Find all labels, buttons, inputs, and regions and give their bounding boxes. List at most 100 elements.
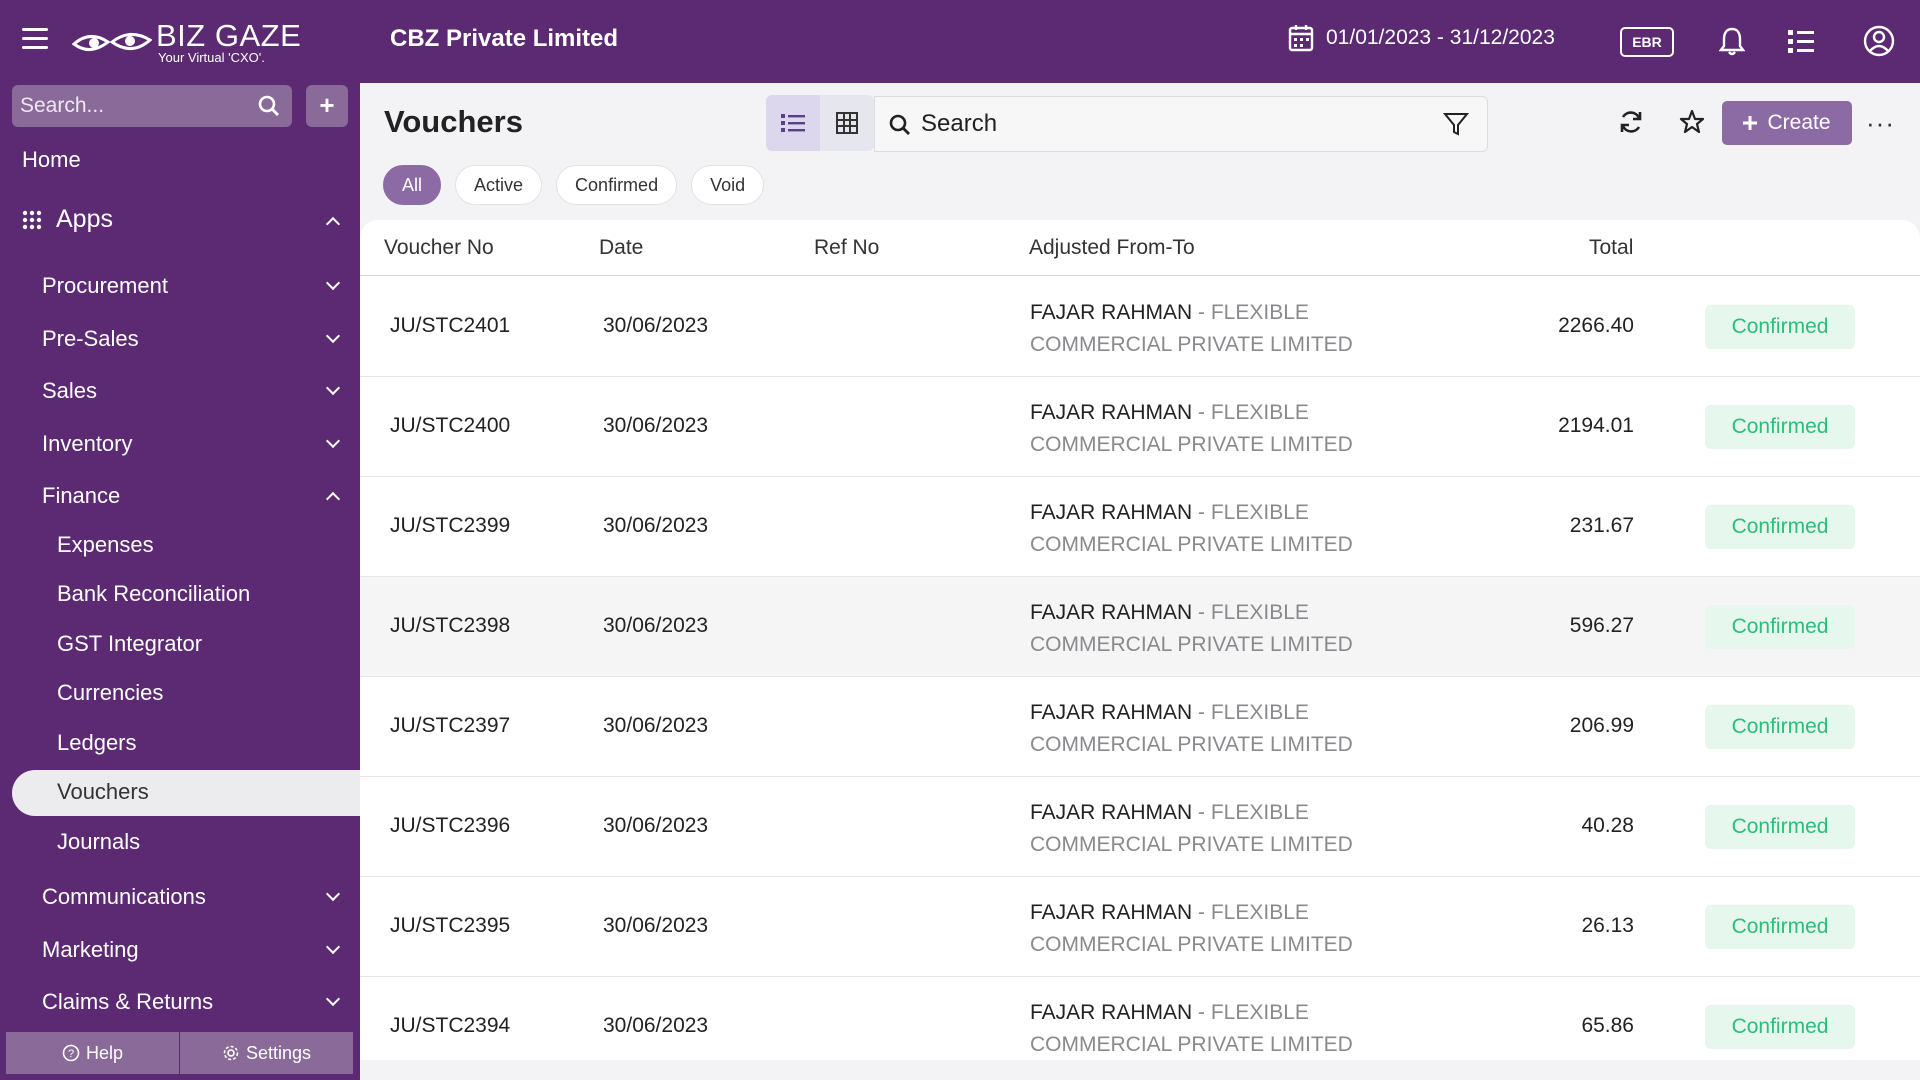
help-button[interactable]: ? Help (6, 1032, 180, 1074)
filter-chip-active[interactable]: Active (455, 165, 543, 205)
sidebar-item-marketing[interactable]: Marketing (0, 928, 360, 972)
sidebar-item-journals[interactable]: Journals (57, 829, 141, 854)
status-filters: All Active Confirmed Void (383, 165, 765, 205)
settings-button[interactable]: Settings (180, 1032, 354, 1074)
total-cell: 231.67 (1569, 514, 1634, 537)
sidebar-item-inventory[interactable]: Inventory (0, 422, 360, 466)
table-row[interactable]: JU/STC2395 30/06/2023 FAJAR RAHMAN - FLE… (360, 877, 1920, 977)
adjusted-cell: FAJAR RAHMAN - FLEXIBLE COMMERCIAL PRIVAT… (1030, 301, 1353, 356)
sidebar-item-ledgers[interactable]: Ledgers (57, 730, 137, 755)
status-badge: Confirmed (1705, 605, 1855, 649)
column-header-adjusted[interactable]: Adjusted From-To (1029, 236, 1195, 259)
status-badge: Confirmed (1705, 505, 1855, 549)
date-cell: 30/06/2023 (603, 414, 709, 437)
gear-icon (223, 1045, 239, 1061)
column-header-total[interactable]: Total (1589, 236, 1634, 259)
adjusted-cell: FAJAR RAHMAN - FLEXIBLE COMMERCIAL PRIVAT… (1030, 401, 1353, 456)
create-button[interactable]: Create (1722, 101, 1852, 145)
chevron-up-icon (325, 491, 341, 507)
list-icon[interactable] (1784, 24, 1818, 58)
sidebar-item-gst-integrator[interactable]: GST Integrator (57, 631, 203, 656)
chevron-down-icon (325, 939, 341, 955)
logo-eyes-icon (72, 33, 152, 51)
total-cell: 65.86 (1581, 1014, 1634, 1037)
sidebar-item-finance[interactable]: Finance (0, 474, 360, 518)
sidebar-item-home[interactable]: Home (22, 147, 81, 172)
column-header-date[interactable]: Date (599, 236, 644, 259)
sidebar-item-sales[interactable]: Sales (0, 369, 360, 413)
status-badge: Confirmed (1705, 805, 1855, 849)
star-icon[interactable] (1677, 107, 1707, 137)
adjusted-cell: FAJAR RAHMAN - FLEXIBLE COMMERCIAL PRIVAT… (1030, 901, 1353, 956)
sidebar-item-pre-sales[interactable]: Pre-Sales (0, 317, 360, 361)
search-icon[interactable] (258, 95, 280, 117)
chevron-down-icon (325, 433, 341, 449)
refresh-icon[interactable] (1616, 107, 1646, 137)
chevron-up-icon[interactable] (325, 216, 341, 232)
sidebar-item-currencies[interactable]: Currencies (57, 680, 164, 705)
table-row[interactable]: JU/STC2397 30/06/2023 FAJAR RAHMAN - FLE… (360, 677, 1920, 777)
chevron-down-icon (325, 275, 341, 291)
status-badge: Confirmed (1705, 1005, 1855, 1049)
calendar-icon (1288, 25, 1314, 52)
date-range-text: 01/01/2023 - 31/12/2023 (1326, 26, 1555, 49)
adjusted-cell: FAJAR RAHMAN - FLEXIBLE COMMERCIAL PRIVAT… (1030, 801, 1353, 856)
date-cell: 30/06/2023 (603, 914, 709, 937)
status-badge: Confirmed (1705, 905, 1855, 949)
app-logo[interactable]: BIZ GAZE Your Virtual 'CXO'. (72, 14, 302, 70)
table-row[interactable]: JU/STC2394 30/06/2023 FAJAR RAHMAN - FLE… (360, 977, 1920, 1060)
grid-view-icon[interactable] (820, 95, 874, 151)
adjusted-cell: FAJAR RAHMAN - FLEXIBLE COMMERCIAL PRIVAT… (1030, 701, 1353, 756)
total-cell: 206.99 (1569, 714, 1634, 737)
ebr-badge[interactable]: EBR (1620, 27, 1674, 57)
adjusted-cell: FAJAR RAHMAN - FLEXIBLE COMMERCIAL PRIVAT… (1030, 601, 1353, 656)
voucher-no-cell: JU/STC2396 (390, 814, 511, 837)
page-title: Vouchers (384, 104, 523, 139)
column-header-ref-no[interactable]: Ref No (814, 236, 880, 259)
voucher-no-cell: JU/STC2400 (390, 414, 511, 437)
total-cell: 2266.40 (1558, 314, 1634, 337)
main-search[interactable] (874, 96, 1488, 152)
table-row[interactable]: JU/STC2400 30/06/2023 FAJAR RAHMAN - FLE… (360, 377, 1920, 477)
table-row[interactable]: JU/STC2399 30/06/2023 FAJAR RAHMAN - FLE… (360, 477, 1920, 577)
sidebar-item-claims-returns[interactable]: Claims & Returns (0, 980, 360, 1024)
search-icon (889, 114, 910, 135)
help-icon: ? (62, 1044, 80, 1062)
date-range-picker[interactable]: 01/01/2023 - 31/12/2023 (1288, 24, 1555, 52)
filter-icon[interactable] (1443, 111, 1469, 137)
list-view-icon[interactable] (766, 95, 820, 151)
sidebar-item-procurement[interactable]: Procurement (0, 264, 360, 308)
adjusted-cell: FAJAR RAHMAN - FLEXIBLE COMMERCIAL PRIVAT… (1030, 1001, 1353, 1056)
filter-chip-all[interactable]: All (383, 165, 442, 205)
sidebar-apps-header[interactable]: Apps (22, 205, 113, 234)
hamburger-icon[interactable] (22, 28, 48, 50)
sidebar-item-communications[interactable]: Communications (0, 875, 360, 919)
sidebar-item-vouchers[interactable]: Vouchers (12, 770, 360, 816)
total-cell: 26.13 (1581, 914, 1634, 937)
add-button[interactable]: + (306, 85, 348, 127)
column-header-voucher-no[interactable]: Voucher No (384, 236, 494, 259)
sidebar-search[interactable] (12, 85, 292, 127)
total-cell: 596.27 (1569, 614, 1634, 637)
date-cell: 30/06/2023 (603, 614, 709, 637)
chevron-down-icon (325, 380, 341, 396)
table-row[interactable]: JU/STC2401 30/06/2023 FAJAR RAHMAN - FLE… (360, 277, 1920, 377)
filter-chip-void[interactable]: Void (691, 165, 765, 205)
chevron-down-icon (325, 328, 341, 344)
voucher-no-cell: JU/STC2398 (390, 614, 511, 637)
user-circle-icon[interactable] (1862, 24, 1896, 58)
sidebar-item-expenses[interactable]: Expenses (57, 532, 154, 557)
sidebar-footer: ? Help Settings (6, 1032, 354, 1074)
filter-chip-confirmed[interactable]: Confirmed (556, 165, 678, 205)
date-cell: 30/06/2023 (603, 814, 709, 837)
more-options-button[interactable]: ··· (1866, 108, 1895, 138)
company-name[interactable]: CBZ Private Limited (390, 25, 619, 52)
table-row[interactable]: JU/STC2398 30/06/2023 FAJAR RAHMAN - FLE… (360, 577, 1920, 677)
sidebar-item-bank-reconciliation[interactable]: Bank Reconciliation (57, 581, 251, 606)
table-row[interactable]: JU/STC2396 30/06/2023 FAJAR RAHMAN - FLE… (360, 777, 1920, 877)
main-search-input[interactable] (921, 97, 1421, 151)
chevron-down-icon (325, 886, 341, 902)
sidebar-search-input[interactable] (12, 85, 242, 127)
date-cell: 30/06/2023 (603, 714, 709, 737)
bell-icon[interactable] (1715, 24, 1749, 58)
